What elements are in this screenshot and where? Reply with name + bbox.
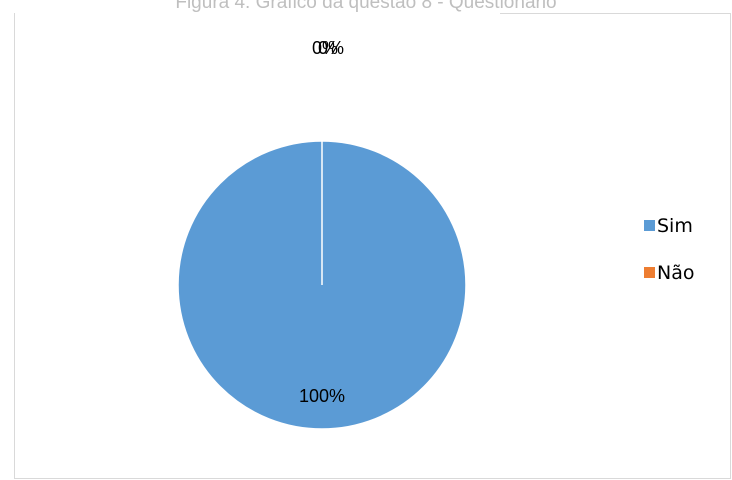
- chart-title: Figura 4: Gráfico da questão 8 - Questio…: [175, 0, 557, 13]
- legend: Sim Não: [644, 215, 694, 284]
- data-label-overlap: 0%: [318, 38, 344, 58]
- legend-swatch-sim: [644, 220, 655, 231]
- data-label-sim: 100%: [299, 386, 345, 406]
- data-label-nao: 0%: [312, 38, 338, 58]
- chart-frame: [14, 13, 731, 479]
- chart-frame-top-border: [500, 13, 731, 14]
- legend-label-nao: Não: [657, 262, 694, 284]
- legend-swatch-nao: [644, 267, 655, 278]
- pie-slices: [177, 140, 467, 430]
- legend-label-sim: Sim: [657, 215, 693, 237]
